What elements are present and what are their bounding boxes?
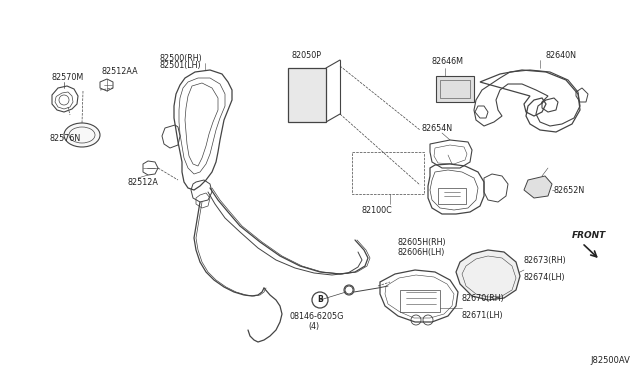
Text: 82500(RH): 82500(RH) [160,54,203,63]
Polygon shape [524,176,552,198]
Text: 82646M: 82646M [432,57,464,66]
Text: 82673(RH): 82673(RH) [524,256,567,265]
Text: 82501(LH): 82501(LH) [160,61,202,70]
Ellipse shape [64,123,100,147]
Text: 82640N: 82640N [546,51,577,60]
Text: 82570M: 82570M [52,73,84,82]
Text: 82652N: 82652N [554,186,585,195]
Text: 82050P: 82050P [292,51,322,60]
Text: 82576N: 82576N [50,134,81,142]
Text: 82654N: 82654N [422,124,453,133]
Text: 82671(LH): 82671(LH) [462,311,504,320]
Text: 82512A: 82512A [128,178,159,187]
Text: 82100C: 82100C [362,206,393,215]
Text: 82512AA: 82512AA [102,67,139,76]
Text: 82605H(RH): 82605H(RH) [398,238,447,247]
Text: 82606H(LH): 82606H(LH) [398,248,445,257]
Polygon shape [456,250,520,300]
Text: J82500AV: J82500AV [590,356,630,365]
Text: 08146-6205G: 08146-6205G [290,312,344,321]
FancyBboxPatch shape [436,76,474,102]
Text: FRONT: FRONT [572,231,606,240]
FancyBboxPatch shape [288,68,326,122]
Text: 82674(LH): 82674(LH) [524,273,566,282]
Text: B: B [317,295,323,305]
Text: (4): (4) [308,322,319,331]
Text: 82670(RH): 82670(RH) [462,294,505,303]
